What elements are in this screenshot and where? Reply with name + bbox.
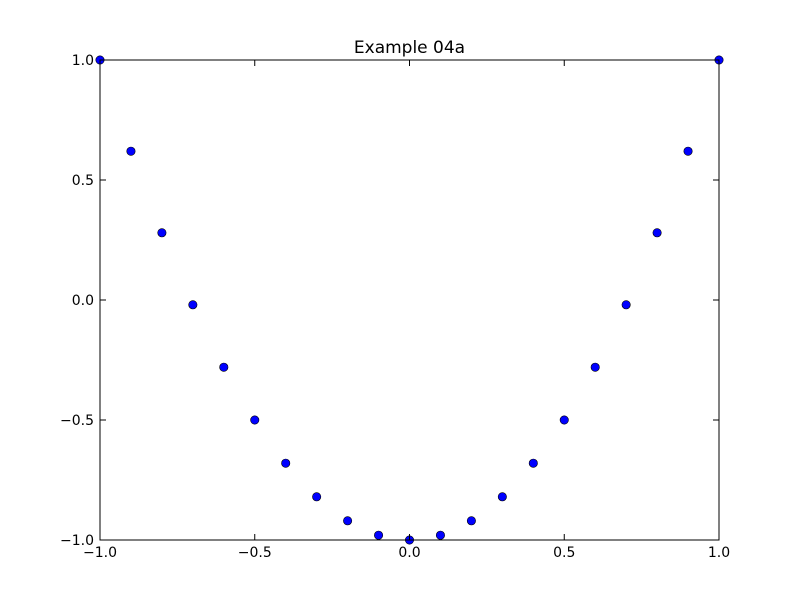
data-point [683,146,693,156]
data-point [590,362,600,372]
data-point [435,530,445,540]
y-tick-label: −1.0 [60,533,94,549]
data-point [497,492,507,502]
data-points [95,55,724,545]
x-tick-label: 0.5 [553,545,575,561]
data-point [157,228,167,238]
data-point [312,492,322,502]
data-point [188,300,198,310]
chart-title: Example 04a [354,38,465,58]
x-tick-label: −1.0 [83,545,117,561]
data-point [621,300,631,310]
data-point [281,458,291,468]
axis-ticks [99,59,720,541]
y-tick-label: 0.0 [72,293,94,309]
data-point [528,458,538,468]
data-point [374,530,384,540]
axis-tick-labels: −1.0 −0.5 0.0 0.5 1.0 −1.0 −0.5 0.0 0.5 1.0 [60,53,730,561]
x-tick-label: −0.5 [238,545,272,561]
data-point [652,228,662,238]
data-point [250,415,260,425]
x-tick-label: 0.0 [398,545,420,561]
x-tick-label: 1.0 [708,545,730,561]
data-point [559,415,569,425]
y-tick-label: −0.5 [60,413,94,429]
data-point [466,516,476,526]
plot-area [100,60,719,540]
y-tick-label: 1.0 [72,53,94,69]
data-point [343,516,353,526]
data-point [126,146,136,156]
data-point [219,362,229,372]
y-tick-label: 0.5 [72,173,94,189]
